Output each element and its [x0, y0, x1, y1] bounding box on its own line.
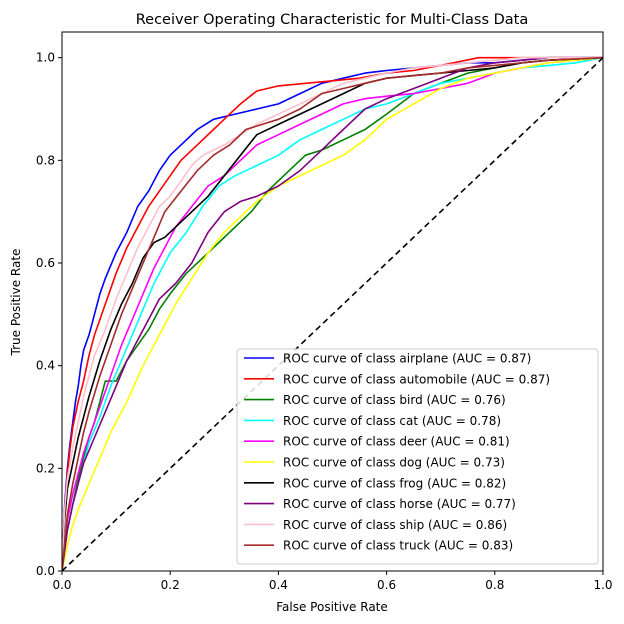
roc-line-4 — [62, 56, 603, 571]
y-axis-ticks: 0.0 0.2 0.4 0.6 0.8 1.0 — [36, 51, 62, 578]
legend: ROC curve of class airplane (AUC = 0.87)… — [236, 348, 599, 565]
x-tick-label-3: 0.6 — [377, 578, 396, 592]
legend-label-9: ROC curve of class truck (AUC = 0.83) — [283, 539, 513, 553]
roc-line-7 — [62, 56, 603, 571]
roc-line-3 — [62, 56, 603, 571]
y-tick-label-4: 0.8 — [36, 153, 55, 167]
x-tick-label-4: 0.8 — [485, 578, 504, 592]
y-tick-label-0: 0.0 — [36, 564, 55, 578]
roc-line-8 — [62, 56, 603, 571]
legend-label-3: ROC curve of class cat (AUC = 0.78) — [283, 414, 501, 428]
x-tick-label-0: 0.0 — [52, 578, 71, 592]
legend-label-7: ROC curve of class horse (AUC = 0.77) — [283, 497, 516, 511]
legend-label-1: ROC curve of class automobile (AUC = 0.8… — [283, 372, 550, 386]
y-tick-label-5: 1.0 — [36, 51, 55, 65]
x-tick-label-1: 0.2 — [161, 578, 180, 592]
roc-line-5 — [62, 56, 603, 571]
diagonal-reference-line — [62, 57, 603, 571]
x-tick-label-2: 0.4 — [269, 578, 288, 592]
legend-label-4: ROC curve of class deer (AUC = 0.81) — [283, 435, 510, 449]
plot-frame — [61, 31, 604, 572]
x-tick-label-5: 1.0 — [593, 578, 612, 592]
legend-label-6: ROC curve of class frog (AUC = 0.82) — [283, 476, 506, 490]
y-tick-label-1: 0.2 — [36, 461, 55, 475]
legend-label-5: ROC curve of class dog (AUC = 0.73) — [283, 456, 505, 470]
x-axis-ticks: 0.0 0.2 0.4 0.6 0.8 1.0 — [52, 571, 613, 592]
legend-label-2: ROC curve of class bird (AUC = 0.76) — [283, 393, 506, 407]
y-axis-label: True Positive Rate — [9, 249, 23, 357]
x-axis-label: False Positive Rate — [276, 600, 388, 614]
legend-label-8: ROC curve of class ship (AUC = 0.86) — [283, 518, 507, 532]
roc-line-9 — [62, 56, 603, 571]
y-tick-label-3: 0.6 — [36, 256, 55, 270]
legend-box — [236, 348, 599, 565]
legend-label-0: ROC curve of class airplane (AUC = 0.87) — [283, 352, 531, 366]
y-tick-label-2: 0.4 — [36, 359, 55, 373]
plot-area — [62, 56, 603, 571]
chart-title: Receiver Operating Characteristic for Mu… — [136, 12, 529, 28]
